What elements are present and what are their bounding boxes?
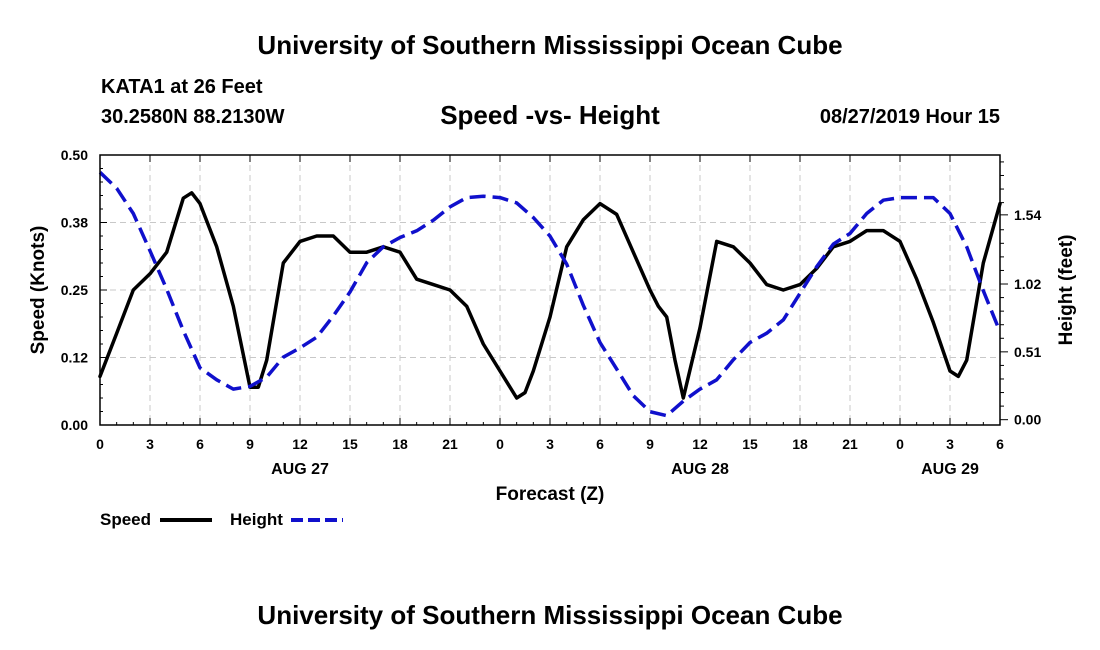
x-tick-label: 3 — [546, 436, 554, 452]
series-layer — [98, 171, 1002, 418]
date-label: AUG 29 — [921, 461, 979, 478]
x-tick-label: 15 — [342, 436, 358, 452]
y2-tick-label: 1.02 — [1014, 276, 1041, 292]
x-tick-label: 21 — [842, 436, 858, 452]
x-tick-label: 6 — [596, 436, 604, 452]
x-tick-label: 21 — [442, 436, 458, 452]
station-coordinates: 30.2580N 88.2130W — [101, 106, 285, 128]
x-tick-label: 3 — [946, 436, 954, 452]
top-title: University of Southern Mississippi Ocean… — [257, 30, 843, 60]
x-tick-label: 0 — [96, 436, 104, 452]
date-label: AUG 28 — [671, 461, 729, 478]
y-tick-label: 0.50 — [61, 147, 88, 163]
legend: Speed Height — [100, 510, 343, 529]
y2-axis-title: Height (feet) — [1056, 235, 1077, 346]
height-series-line — [98, 171, 1002, 418]
legend-height-label: Height — [230, 510, 283, 529]
x-tick-label: 15 — [742, 436, 758, 452]
x-tick-label: 9 — [246, 436, 254, 452]
axes: 0 3 6 9 12 15 18 21 0 3 6 9 12 15 18 21 0 3 6 AUG 27 AUG 28 A… — [61, 147, 1042, 478]
x-tick-label: 0 — [896, 436, 904, 452]
y2-tick-label: 0.51 — [1014, 344, 1041, 360]
x-tick-label: 12 — [692, 436, 708, 452]
x-tick-label: 9 — [646, 436, 654, 452]
y2-tick-label: 1.54 — [1014, 207, 1041, 223]
forecast-time: 08/27/2019 Hour 15 — [819, 106, 1000, 128]
bottom-title: University of Southern Mississippi Ocean… — [257, 600, 843, 630]
x-tick-label: 6 — [196, 436, 204, 452]
y-axis-title: Speed (Knots) — [28, 226, 49, 355]
x-tick-label: 6 — [996, 436, 1004, 452]
grid — [100, 155, 1000, 425]
y2-tick-label: 0.00 — [1014, 412, 1041, 428]
x-tick-label: 3 — [146, 436, 154, 452]
chart-title: Speed -vs- Height — [440, 100, 660, 130]
y-tick-label: 0.38 — [61, 215, 88, 231]
legend-speed-label: Speed — [100, 510, 151, 529]
station-label: KATA1 at 26 Feet — [101, 76, 263, 98]
date-label: AUG 27 — [271, 461, 329, 478]
x-tick-label: 0 — [496, 436, 504, 452]
y-tick-label: 0.12 — [61, 350, 88, 366]
x-tick-label: 18 — [392, 436, 408, 452]
x-tick-label: 12 — [292, 436, 308, 452]
y-tick-label: 0.00 — [61, 417, 88, 433]
x-axis-title: Forecast (Z) — [496, 484, 605, 505]
y-tick-label: 0.25 — [61, 282, 88, 298]
x-tick-label: 18 — [792, 436, 808, 452]
